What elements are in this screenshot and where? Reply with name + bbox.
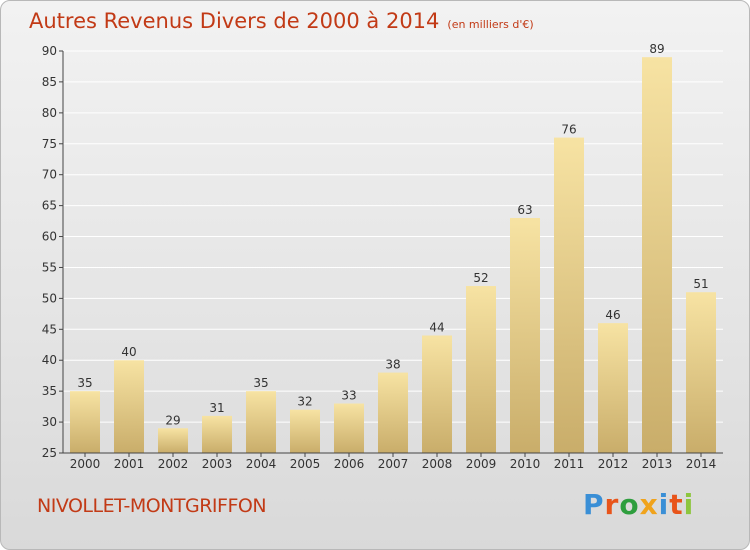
bar-2001 — [114, 360, 144, 453]
data-label: 46 — [605, 308, 620, 322]
y-tick-label: 80 — [42, 106, 57, 120]
x-tick-label: 2010 — [510, 457, 541, 471]
data-labels: 35 40 29 31 35 32 33 38 44 52 63 76 46 89 51 — [77, 42, 708, 427]
bar-2007 — [378, 372, 408, 453]
data-label: 63 — [517, 203, 532, 217]
x-tick-label: 2013 — [642, 457, 673, 471]
x-tick-label: 2008 — [422, 457, 453, 471]
logo-letter: x — [639, 488, 659, 521]
data-label: 89 — [649, 42, 664, 56]
bar-2002 — [158, 428, 188, 453]
data-label: 38 — [385, 358, 400, 372]
data-label: 52 — [473, 271, 488, 285]
y-tick-label: 75 — [42, 137, 57, 151]
y-tick-label: 55 — [42, 260, 57, 274]
bar-2008 — [422, 335, 452, 453]
chart-title-text: Autres Revenus Divers de 2000 à 2014 — [29, 9, 440, 33]
x-tick-label: 2012 — [598, 457, 629, 471]
bar-2003 — [202, 415, 232, 453]
data-label: 51 — [693, 277, 708, 291]
y-tick-label: 30 — [42, 415, 57, 429]
data-label: 35 — [77, 376, 92, 390]
x-tick-label: 2007 — [378, 457, 409, 471]
bar-2010 — [510, 217, 540, 453]
y-tick-label: 90 — [42, 44, 57, 58]
y-tick-label: 25 — [42, 446, 57, 460]
x-tick-label: 2009 — [466, 457, 497, 471]
bar-2005 — [290, 409, 320, 453]
x-tick-label: 2011 — [554, 457, 585, 471]
y-tick-label: 65 — [42, 199, 57, 213]
axes: 25 30 35 40 45 50 55 60 65 70 75 80 85 90 2000 2001 2002… — [42, 44, 723, 471]
data-label: 29 — [165, 413, 180, 427]
x-tick-label: 2004 — [246, 457, 277, 471]
data-label: 76 — [561, 123, 576, 137]
logo-letter: P — [583, 488, 605, 521]
logo-letter: i — [658, 488, 670, 521]
data-label: 32 — [297, 395, 312, 409]
commune-name: NIVOLLET-MONTGRIFFON — [37, 495, 267, 517]
y-tick-label: 60 — [42, 230, 57, 244]
chart-unit: (en milliers d'€) — [447, 18, 534, 31]
bar-2000 — [70, 391, 100, 453]
logo-letter: r — [604, 488, 620, 521]
data-label: 35 — [253, 376, 268, 390]
proxiti-logo: Proxiti — [583, 488, 694, 521]
y-tick-label: 70 — [42, 168, 57, 182]
logo-letter: i — [683, 488, 695, 521]
x-tick-label: 2002 — [158, 457, 189, 471]
bar-2012 — [598, 323, 628, 453]
data-label: 44 — [429, 320, 444, 334]
bars — [70, 57, 716, 454]
x-tick-label: 2014 — [686, 457, 717, 471]
x-tick-label: 2001 — [114, 457, 145, 471]
logo-letter: o — [619, 488, 640, 521]
y-tick-label: 45 — [42, 322, 57, 336]
bar-2006 — [334, 403, 364, 453]
data-label: 33 — [341, 389, 356, 403]
y-tick-label: 85 — [42, 75, 57, 89]
y-tick-label: 35 — [42, 384, 57, 398]
bar-2011 — [554, 137, 584, 454]
y-tick-label: 40 — [42, 353, 57, 367]
logo-letter: t — [669, 488, 684, 521]
x-tick-label: 2006 — [334, 457, 365, 471]
bar-2013 — [642, 57, 672, 453]
x-tick-label: 2000 — [70, 457, 101, 471]
data-label: 40 — [121, 345, 136, 359]
chart-title: Autres Revenus Divers de 2000 à 2014 (en … — [29, 9, 534, 33]
data-label: 31 — [209, 401, 224, 415]
bar-2004 — [246, 391, 276, 453]
bar-2014 — [686, 292, 716, 453]
y-tick-label: 50 — [42, 291, 57, 305]
x-tick-label: 2005 — [290, 457, 321, 471]
bar-2009 — [466, 286, 496, 453]
x-tick-label: 2003 — [202, 457, 233, 471]
